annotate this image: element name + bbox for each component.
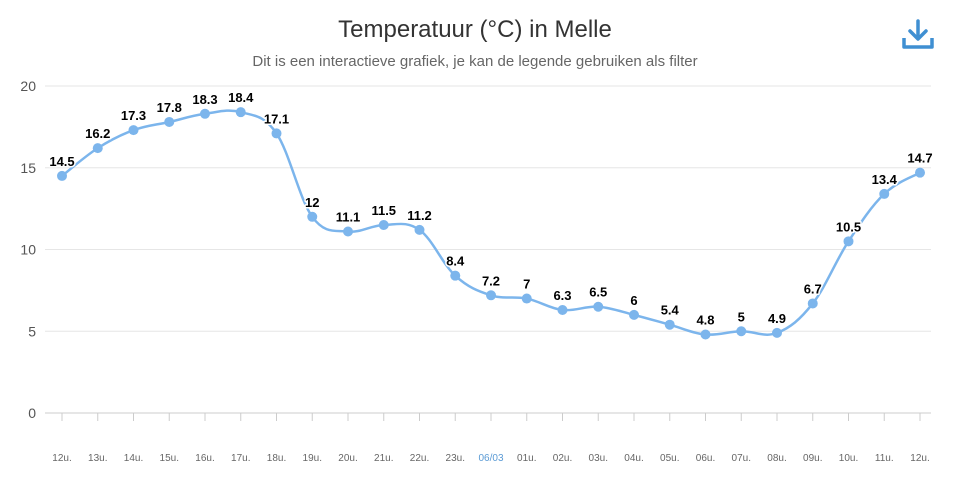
x-tick-label: 05u. [660,453,679,464]
data-label: 12 [305,195,319,210]
data-label: 17.8 [157,100,182,115]
data-label: 17.3 [121,108,146,123]
data-label: 7 [523,277,530,292]
data-point[interactable] [378,219,389,230]
y-tick-label: 5 [28,323,36,339]
data-point[interactable] [843,236,854,247]
data-label: 6 [630,293,637,308]
x-tick-label: 19u. [303,453,322,464]
x-tick-label: 06/03 [478,453,503,464]
x-tick-label: 11u. [875,453,894,464]
y-tick-label: 20 [20,78,36,94]
y-tick-label: 15 [20,160,36,176]
x-tick-label: 21u. [374,453,393,464]
chart-subtitle: Dit is een interactieve grafiek, je kan … [252,53,698,70]
data-label: 18.3 [192,92,217,107]
x-tick-label: 18u. [267,453,286,464]
data-label: 7.2 [482,273,500,288]
y-tick-label: 0 [28,405,36,421]
data-point[interactable] [235,107,246,118]
data-point[interactable] [915,167,925,178]
data-label: 13.4 [872,172,898,187]
series-line [61,109,921,336]
data-label: 14.7 [907,151,932,166]
x-tick-label: 12u. [910,453,929,464]
x-tick-label: 23u. [446,453,465,464]
data-point[interactable] [593,301,604,312]
x-tick-label: 20u. [338,453,357,464]
data-point[interactable] [664,319,675,330]
data-point[interactable] [521,293,532,304]
data-label: 4.8 [696,313,714,328]
data-label: 18.4 [228,90,254,105]
data-point[interactable] [736,326,747,337]
data-label: 6.7 [804,281,822,296]
data-label: 8.4 [446,254,465,269]
data-label: 11.2 [407,208,432,223]
data-label: 17.1 [264,111,289,126]
data-label: 16.2 [85,126,110,141]
data-point[interactable] [92,143,103,154]
data-label: 5.4 [661,303,680,318]
x-tick-label: 16u. [195,453,214,464]
chart-title: Temperatuur (°C) in Melle [338,16,612,43]
data-point[interactable] [557,304,568,315]
data-point[interactable] [128,125,139,136]
x-tick-label: 13u. [88,453,107,464]
data-point[interactable] [807,298,818,309]
data-point[interactable] [486,290,496,301]
x-tick-label: 17u. [231,453,250,464]
data-point[interactable] [772,327,782,338]
data-point[interactable] [271,128,282,139]
y-tick-label: 10 [20,242,36,258]
x-tick-label: 07u. [732,453,751,464]
data-point[interactable] [57,170,67,181]
data-label: 11.1 [336,210,361,225]
data-label: 11.5 [371,203,396,218]
x-tick-label: 04u. [624,453,643,464]
x-tick-label: 06u. [696,453,715,464]
data-label: 10.5 [836,219,861,234]
x-tick-label: 22u. [410,453,429,464]
data-label: 6.3 [553,288,571,303]
download-icon[interactable] [900,18,936,52]
x-tick-label: 12u. [52,453,71,464]
x-tick-label: 10u. [839,453,858,464]
data-label: 6.5 [589,285,607,300]
data-label: 14.5 [49,154,74,169]
data-point[interactable] [450,270,461,281]
x-tick-label: 08u. [767,453,786,464]
data-point[interactable] [700,329,711,340]
x-tick-label: 03u. [589,453,608,464]
data-point[interactable] [629,309,639,320]
x-tick-label: 15u. [160,453,179,464]
data-point[interactable] [164,116,175,127]
data-point[interactable] [414,224,425,235]
data-point[interactable] [343,226,353,237]
data-point[interactable] [879,188,890,199]
x-tick-label: 09u. [803,453,822,464]
data-label: 4.9 [768,311,786,326]
x-tick-label: 01u. [517,453,536,464]
data-point[interactable] [200,108,210,119]
data-point[interactable] [307,211,318,222]
x-tick-label: 02u. [553,453,572,464]
x-tick-label: 14u. [124,453,143,464]
data-label: 5 [738,309,745,324]
